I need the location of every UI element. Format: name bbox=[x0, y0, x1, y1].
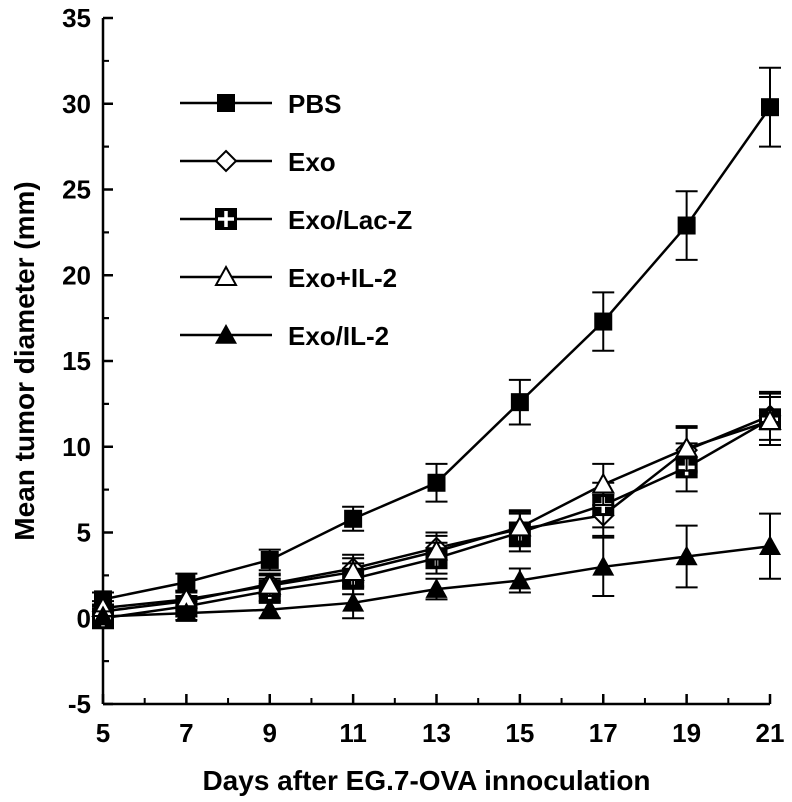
x-tick-label: 17 bbox=[589, 718, 618, 748]
y-tick-label: 10 bbox=[62, 432, 91, 462]
data-point bbox=[594, 312, 613, 331]
data-point bbox=[677, 216, 696, 235]
legend-marker bbox=[214, 149, 238, 173]
axes bbox=[101, 18, 770, 706]
series-line bbox=[102, 106, 772, 601]
legend-item: Exo/IL-2 bbox=[180, 321, 389, 351]
data-point bbox=[427, 473, 446, 492]
data-point bbox=[758, 408, 782, 431]
legend-marker bbox=[215, 208, 237, 230]
data-point bbox=[260, 550, 279, 569]
legend-label: Exo bbox=[288, 147, 336, 177]
legend-label: PBS bbox=[288, 89, 341, 119]
legend: PBS Exo Exo/Lac-Z Exo+IL-2 Exo/IL-2 bbox=[180, 89, 412, 351]
data-point bbox=[177, 573, 196, 592]
series-exo-il-2 bbox=[92, 512, 781, 626]
legend-label: Exo/Lac-Z bbox=[288, 205, 412, 235]
legend-marker bbox=[215, 324, 237, 344]
x-tick-label: 11 bbox=[339, 718, 367, 748]
data-point bbox=[258, 598, 281, 619]
series-pbs bbox=[92, 66, 781, 609]
data-point bbox=[425, 578, 448, 598]
legend-item: Exo bbox=[180, 147, 336, 177]
x-tick-label: 9 bbox=[263, 718, 277, 748]
data-point bbox=[258, 573, 282, 595]
y-tick-label: 25 bbox=[62, 175, 91, 205]
data-point bbox=[675, 545, 698, 566]
y-tick-label: 0 bbox=[77, 603, 91, 633]
legend-marker bbox=[217, 94, 235, 112]
y-tick-label: 30 bbox=[62, 89, 91, 119]
data-point bbox=[424, 539, 449, 561]
y-tick-label: -5 bbox=[68, 689, 91, 719]
data-point bbox=[592, 555, 615, 576]
y-tick-label: 20 bbox=[62, 260, 91, 290]
x-tick-label: 13 bbox=[422, 718, 451, 748]
y-tick-label: 35 bbox=[62, 3, 91, 33]
x-axis-title: Days after EG.7-OVA innoculation bbox=[202, 765, 650, 796]
legend-label: Exo+IL-2 bbox=[288, 263, 397, 293]
y-tick-label: 15 bbox=[62, 346, 91, 376]
legend-marker bbox=[214, 264, 238, 286]
x-tick-label: 15 bbox=[505, 718, 534, 748]
legend-item: Exo+IL-2 bbox=[180, 263, 397, 293]
data-point bbox=[510, 393, 529, 412]
series-layer bbox=[91, 66, 782, 630]
y-ticks: -5 0 5 10 15 20 25 30 35 bbox=[62, 3, 113, 719]
x-tick-label: 5 bbox=[96, 718, 110, 748]
data-point bbox=[508, 515, 532, 537]
legend-item: PBS bbox=[180, 89, 341, 119]
legend-item: Exo/Lac-Z bbox=[180, 205, 412, 235]
data-point bbox=[591, 472, 615, 494]
x-tick-label: 7 bbox=[179, 718, 193, 748]
data-point bbox=[342, 591, 365, 612]
x-tick-label: 19 bbox=[672, 718, 701, 748]
data-point bbox=[341, 559, 365, 581]
data-point bbox=[761, 98, 779, 117]
y-axis-title: Mean tumor diameter (mm) bbox=[9, 181, 40, 540]
data-point bbox=[92, 605, 114, 626]
data-point bbox=[508, 569, 531, 590]
data-point bbox=[344, 509, 363, 528]
x-ticks: 5 7 9 11 13 15 17 19 21 bbox=[96, 694, 785, 748]
data-point bbox=[759, 535, 781, 556]
data-point bbox=[175, 602, 198, 622]
legend-label: Exo/IL-2 bbox=[288, 321, 389, 351]
y-tick-label: 5 bbox=[77, 518, 91, 548]
data-point bbox=[674, 436, 699, 458]
x-tick-label: 21 bbox=[756, 718, 785, 748]
